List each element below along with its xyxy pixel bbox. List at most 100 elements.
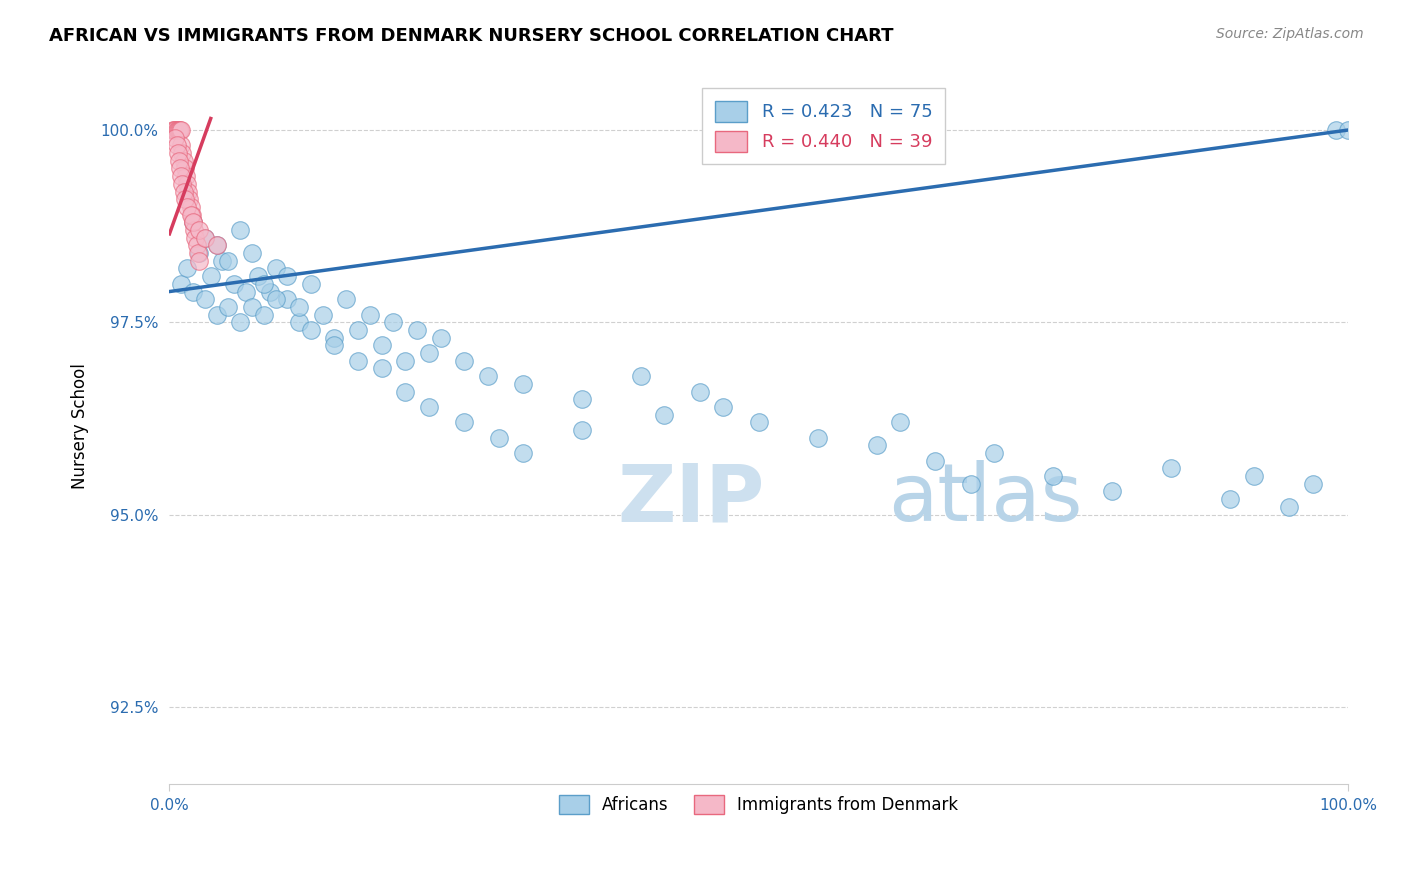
Point <box>288 300 311 314</box>
Point <box>172 146 194 161</box>
Point <box>240 300 263 314</box>
Point <box>235 285 257 299</box>
Point <box>571 392 593 407</box>
Point <box>224 277 246 291</box>
Point <box>347 323 370 337</box>
Point <box>205 238 228 252</box>
Point <box>654 408 676 422</box>
Point <box>488 431 510 445</box>
Point <box>1324 123 1347 137</box>
Point <box>169 123 191 137</box>
Point <box>165 123 187 137</box>
Point <box>177 185 200 199</box>
Point <box>865 438 887 452</box>
Point <box>187 253 209 268</box>
Point <box>370 338 392 352</box>
Point <box>170 138 193 153</box>
Point <box>181 285 204 299</box>
Point <box>211 253 233 268</box>
Point <box>299 323 322 337</box>
Point <box>1243 469 1265 483</box>
Point <box>630 369 652 384</box>
Point <box>217 300 239 314</box>
Point <box>807 431 830 445</box>
Point <box>170 169 193 184</box>
Point <box>323 338 346 352</box>
Point <box>477 369 499 384</box>
Point <box>183 223 205 237</box>
Point <box>200 269 222 284</box>
Point <box>186 238 208 252</box>
Point <box>174 169 197 184</box>
Point <box>347 353 370 368</box>
Point <box>194 230 217 244</box>
Point <box>229 223 252 237</box>
Point <box>165 130 187 145</box>
Point <box>173 153 195 168</box>
Point <box>187 246 209 260</box>
Point <box>166 138 188 153</box>
Point <box>181 215 204 229</box>
Point <box>181 215 204 229</box>
Point <box>406 323 429 337</box>
Point <box>370 361 392 376</box>
Point <box>382 315 405 329</box>
Point <box>418 346 440 360</box>
Point <box>166 146 188 161</box>
Point <box>184 230 207 244</box>
Point <box>299 277 322 291</box>
Y-axis label: Nursery School: Nursery School <box>72 363 89 489</box>
Point <box>173 185 195 199</box>
Point <box>187 246 209 260</box>
Text: AFRICAN VS IMMIGRANTS FROM DENMARK NURSERY SCHOOL CORRELATION CHART: AFRICAN VS IMMIGRANTS FROM DENMARK NURSE… <box>49 27 894 45</box>
Point <box>162 123 184 137</box>
Point <box>748 415 770 429</box>
Text: ZIP: ZIP <box>617 460 765 538</box>
Point <box>187 223 209 237</box>
Text: Source: ZipAtlas.com: Source: ZipAtlas.com <box>1216 27 1364 41</box>
Point <box>1278 500 1301 514</box>
Point <box>166 123 188 137</box>
Point <box>253 308 276 322</box>
Point <box>169 161 191 176</box>
Point <box>167 123 190 137</box>
Point <box>180 208 202 222</box>
Point <box>394 384 416 399</box>
Point <box>166 123 188 137</box>
Point <box>246 269 269 284</box>
Point <box>1042 469 1064 483</box>
Point <box>180 200 202 214</box>
Point <box>1160 461 1182 475</box>
Point <box>176 200 198 214</box>
Point <box>176 177 198 191</box>
Point <box>276 292 298 306</box>
Point <box>253 277 276 291</box>
Point <box>711 400 734 414</box>
Point <box>240 246 263 260</box>
Point <box>889 415 911 429</box>
Point <box>205 238 228 252</box>
Point <box>170 277 193 291</box>
Point <box>259 285 281 299</box>
Point <box>163 123 186 137</box>
Point <box>288 315 311 329</box>
Point <box>394 353 416 368</box>
Point <box>167 153 190 168</box>
Point <box>429 331 451 345</box>
Point <box>194 230 217 244</box>
Point <box>181 215 204 229</box>
Point <box>217 253 239 268</box>
Point <box>205 308 228 322</box>
Point <box>1337 123 1360 137</box>
Point <box>983 446 1005 460</box>
Point <box>264 261 287 276</box>
Point <box>194 292 217 306</box>
Point <box>276 269 298 284</box>
Point <box>924 454 946 468</box>
Point <box>571 423 593 437</box>
Point <box>172 177 194 191</box>
Point <box>229 315 252 329</box>
Point <box>418 400 440 414</box>
Point <box>959 476 981 491</box>
Point <box>176 261 198 276</box>
